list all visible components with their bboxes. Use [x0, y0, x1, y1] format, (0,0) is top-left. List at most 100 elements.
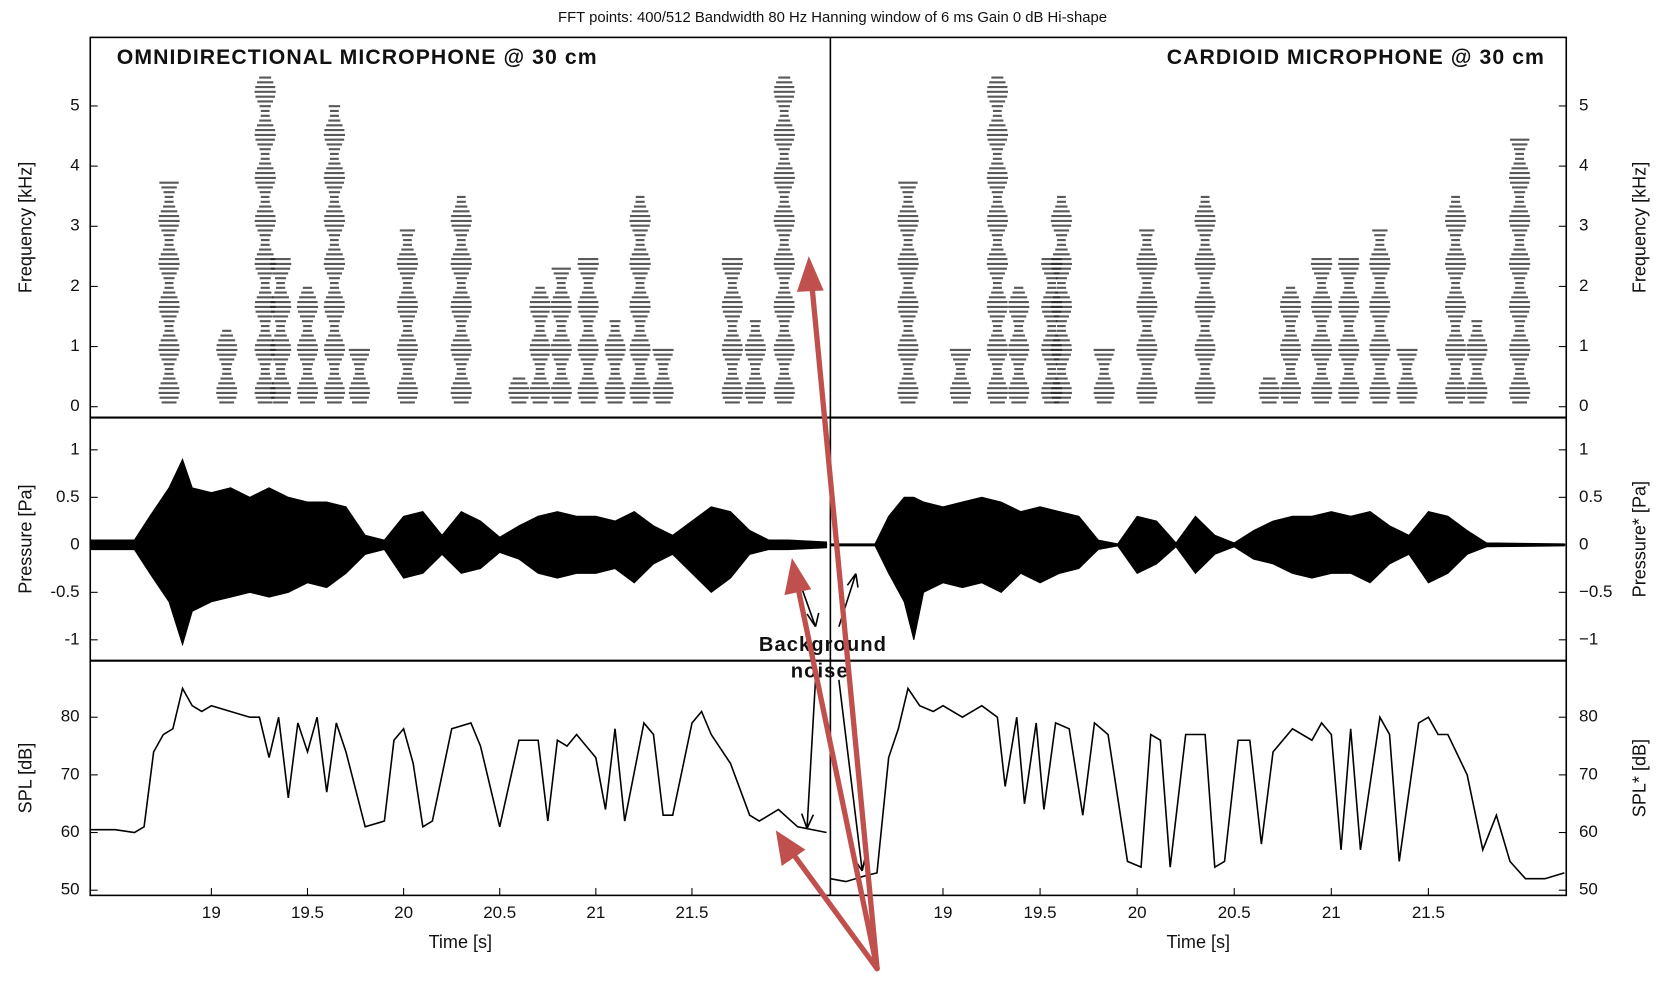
- spl-line: [830, 686, 1565, 883]
- spectrogram-burst: [450, 195, 472, 404]
- spectrogram-burst: [396, 229, 419, 404]
- x-axis-label: Time [s]: [429, 932, 493, 952]
- spectrogram-burst: [897, 181, 919, 404]
- x-tick-label: 20.5: [1218, 903, 1251, 922]
- y-tick-label: 1: [70, 439, 79, 458]
- spectrogram-burst: [1258, 377, 1280, 404]
- y-tick-label: 0: [70, 534, 79, 553]
- pressure-envelope: [829, 544, 1565, 640]
- spectrogram-burst: [1008, 286, 1030, 404]
- x-tick-label: 20: [1128, 903, 1147, 922]
- spectrogram-burst: [1310, 258, 1333, 404]
- frame: [89, 36, 1568, 897]
- red-arrowhead: [784, 558, 812, 596]
- spectrogram-burst: [1338, 258, 1360, 404]
- y-axis-label: Frequency [kHz]: [15, 162, 35, 293]
- x-tick-label: 20.5: [483, 903, 516, 922]
- y-tick-label: 0: [70, 396, 79, 415]
- spectrogram-burst: [1279, 286, 1302, 404]
- spectrogram-burst: [508, 377, 530, 404]
- spectrogram-burst: [986, 76, 1009, 404]
- y-tick-label: 50: [61, 880, 80, 899]
- red-arrowhead: [796, 256, 824, 292]
- spectrogram-burst: [1509, 138, 1531, 404]
- arrow: [800, 679, 817, 829]
- plots: 0 1 2 3 4 5 Frequency [kHz] OMNIDIRECTIONAL MIC…: [15, 46, 1649, 952]
- y-tick-label: 4: [1579, 156, 1588, 175]
- y-tick-label: 3: [70, 216, 79, 235]
- y-tick-label: 2: [1579, 276, 1588, 295]
- x-tick-label: 21.5: [1412, 903, 1445, 922]
- spl-line: [90, 686, 827, 834]
- x-tick-label: 21: [586, 903, 605, 922]
- pressure-envelope: [829, 496, 1565, 546]
- y-tick-label: 80: [61, 707, 80, 726]
- pressure-envelope: [89, 544, 828, 647]
- spectrogram-burst: [1466, 320, 1488, 404]
- y-axis-label: SPL [dB]: [15, 743, 35, 814]
- red-arrow: [787, 847, 880, 972]
- x-tick-label: 19.5: [291, 903, 324, 922]
- y-tick-label: 4: [70, 156, 79, 175]
- y-tick-label: 5: [70, 95, 79, 114]
- y-tick-label: 1: [1579, 336, 1588, 355]
- spectrogram-burst: [773, 76, 795, 404]
- y-tick-label: 1: [70, 336, 79, 355]
- spectrogram-burst: [744, 320, 766, 404]
- spectrogram-burst: [629, 195, 651, 404]
- y-tick-label: 0: [1579, 396, 1588, 415]
- panel-title: OMNIDIRECTIONAL MICROPHONE @ 30 cm: [117, 46, 598, 69]
- y-tick-label: 70: [61, 764, 80, 783]
- spectrogram-burst: [254, 76, 276, 404]
- spectrogram-burst: [652, 348, 674, 404]
- x-tick-label: 20: [394, 903, 413, 922]
- spectrogram-burst: [216, 329, 238, 404]
- red-arrow: [793, 577, 880, 972]
- y-tick-label: 2: [70, 276, 79, 295]
- spectrogram-burst: [529, 286, 551, 404]
- spectrogram-burst: [348, 348, 370, 404]
- x-tick-label: 19: [202, 903, 221, 922]
- annotation: noise: [791, 661, 849, 683]
- y-axis-label: Pressure [Pa]: [15, 484, 35, 593]
- y-tick-label: 70: [1579, 764, 1598, 783]
- spectrogram-burst: [1396, 348, 1418, 404]
- y-tick-label: 60: [61, 822, 80, 841]
- x-tick-label: 19.5: [1024, 903, 1057, 922]
- annotation: Background: [759, 634, 887, 656]
- spectrogram-burst: [158, 181, 180, 404]
- x-tick-label: 19: [934, 903, 953, 922]
- y-tick-label: -1: [65, 629, 80, 648]
- panel-title: CARDIOID MICROPHONE @ 30 cm: [1167, 46, 1545, 69]
- y-tick-label: 3: [1579, 216, 1588, 235]
- y-tick-label: -0.5: [50, 582, 79, 601]
- spectrogram-burst: [270, 258, 292, 404]
- highlight-arrows: [775, 256, 880, 972]
- y-tick-label: 0.5: [56, 487, 80, 506]
- spectrogram-burst: [550, 267, 572, 404]
- spectrogram-burst: [1050, 195, 1073, 404]
- spectrogram-burst: [323, 105, 345, 404]
- y-axis-label: Pressure* [Pa]: [1629, 481, 1649, 597]
- spectrogram-burst: [604, 320, 626, 404]
- y-axis-label: Frequency [kHz]: [1629, 162, 1649, 293]
- red-arrow: [808, 275, 880, 972]
- spectrogram-burst: [721, 258, 743, 404]
- spectrogram-burst: [1136, 229, 1158, 404]
- y-tick-label: 5: [1579, 95, 1588, 114]
- x-tick-label: 21: [1322, 903, 1341, 922]
- spectrogram-burst: [949, 348, 972, 404]
- y-tick-label: 0: [1579, 534, 1588, 553]
- y-tick-label: 80: [1579, 707, 1598, 726]
- y-tick-label: 1: [1579, 439, 1588, 458]
- y-tick-label: 0.5: [1579, 487, 1603, 506]
- y-tick-label: 50: [1579, 880, 1598, 899]
- y-tick-label: −0.5: [1579, 582, 1613, 601]
- spectrogram-burst: [1093, 348, 1115, 404]
- figure-title: FFT points: 400/512 Bandwidth 80 Hz Hann…: [558, 10, 1107, 26]
- spectrogram-burst: [577, 258, 599, 404]
- spectrogram-burst: [1444, 195, 1467, 404]
- spectrogram-burst: [1194, 195, 1216, 404]
- spectrogram-burst: [296, 286, 319, 404]
